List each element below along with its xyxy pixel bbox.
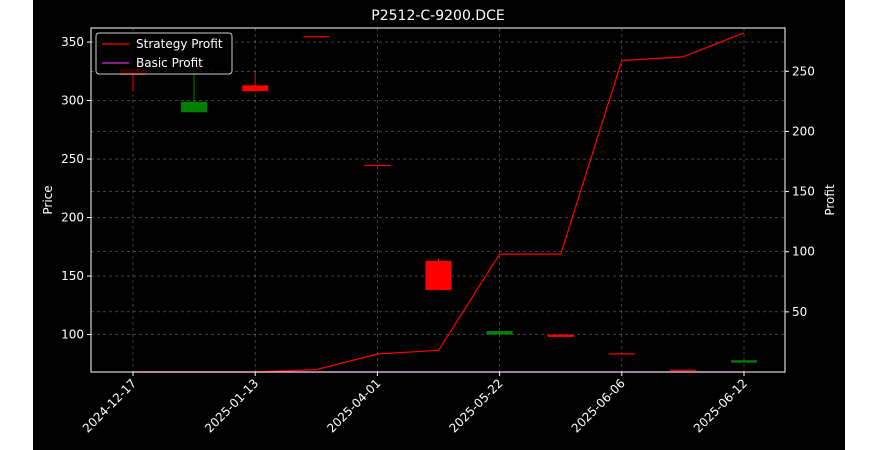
y-axis-left-label: Price xyxy=(41,185,55,214)
x-axis-ticks: 2024-12-17 2025-01-13 2025-04-01 2025-05-22… xyxy=(80,372,750,435)
x-tick-label-1: 2025-01-13 xyxy=(202,376,261,435)
candles xyxy=(120,36,757,371)
candle-body-8 xyxy=(608,353,635,355)
legend-label-strategy: Strategy Profit xyxy=(136,37,223,51)
y-axis-right-label: Profit xyxy=(823,184,837,216)
grid xyxy=(91,28,785,372)
profit-lines xyxy=(133,32,745,373)
series-line-strategy-profit xyxy=(133,32,745,373)
x-tick-label-0: 2024-12-17 xyxy=(80,376,139,435)
y-right-tick-label-2: 150 xyxy=(792,185,815,199)
legend: Strategy Profit Basic Profit xyxy=(95,32,233,75)
y-right-tick-label-3: 200 xyxy=(792,124,815,138)
y-left-tick-label-1: 150 xyxy=(61,269,84,283)
chart-title: P2512-C-9200.DCE xyxy=(371,8,504,24)
candle-body-6 xyxy=(486,331,513,335)
candle-body-10 xyxy=(731,360,757,363)
candle-body-9 xyxy=(669,369,696,371)
chart-figure: 100 150 200 250 300 350 50 100 150 200 250 2024-1… xyxy=(33,0,845,450)
y-right-tick-label-1: 100 xyxy=(792,245,815,259)
y-left-tick-label-3: 250 xyxy=(61,152,84,166)
y-left-tick-label-4: 300 xyxy=(61,94,84,108)
x-tick-label-4: 2025-06-06 xyxy=(569,376,628,435)
x-tick-label-2: 2025-04-01 xyxy=(324,376,383,435)
y-left-tick-label-0: 100 xyxy=(61,328,84,342)
left-axis-ticks: 100 150 200 250 300 350 xyxy=(61,35,91,342)
y-right-tick-label-4: 250 xyxy=(792,64,815,78)
y-right-tick-label-0: 50 xyxy=(792,305,807,319)
plot-frame xyxy=(90,27,786,373)
candle-body-7 xyxy=(547,334,574,337)
candle-body-3 xyxy=(303,36,330,38)
candle-body-2 xyxy=(242,85,269,92)
right-axis-ticks: 50 100 150 200 250 xyxy=(785,64,815,319)
candle-body-1 xyxy=(181,101,208,113)
candle-body-4 xyxy=(364,164,391,167)
chart-svg: 100 150 200 250 300 350 50 100 150 200 250 2024-1… xyxy=(41,8,837,435)
y-left-tick-label-2: 200 xyxy=(61,211,84,225)
x-tick-label-3: 2025-05-22 xyxy=(447,376,506,435)
y-left-tick-label-5: 350 xyxy=(61,35,84,49)
x-tick-label-5: 2025-06-12 xyxy=(691,376,750,435)
candle-body-5 xyxy=(425,260,452,291)
legend-box xyxy=(95,32,233,75)
legend-label-basic: Basic Profit xyxy=(136,56,203,70)
